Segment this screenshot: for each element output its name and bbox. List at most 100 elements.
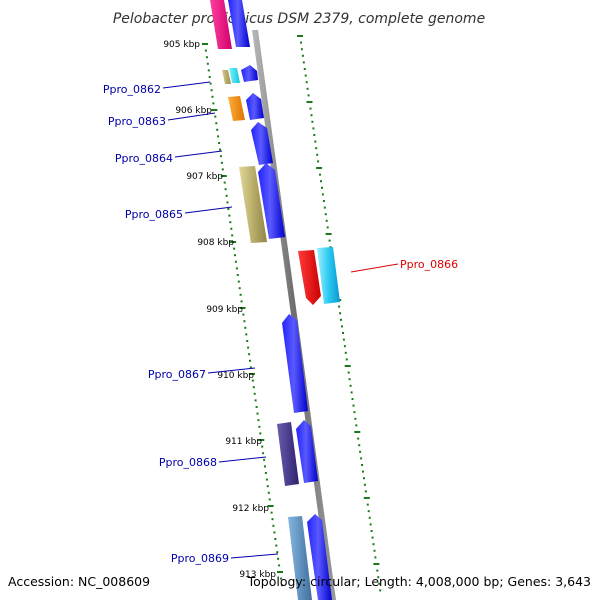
tick-minor bbox=[348, 378, 351, 381]
tick-minor bbox=[251, 379, 254, 382]
tick-minor bbox=[273, 531, 276, 534]
tick-minor bbox=[339, 312, 342, 315]
tick-minor bbox=[219, 155, 222, 158]
leader-ppro-0863 bbox=[167, 112, 216, 121]
leader-ppro-0865 bbox=[184, 206, 233, 214]
accession-text: Accession: NC_008609 bbox=[8, 574, 150, 589]
tick-minor bbox=[216, 128, 219, 131]
tick-minor bbox=[277, 557, 280, 560]
tick-minor bbox=[323, 206, 326, 209]
gene-ppro-0867-blue bbox=[282, 314, 308, 413]
scale-label: 911 kbp bbox=[225, 437, 262, 447]
tick-minor bbox=[226, 201, 229, 204]
tick-major bbox=[325, 233, 332, 235]
tick-minor bbox=[249, 359, 251, 362]
tick-minor bbox=[234, 254, 236, 257]
tick-minor bbox=[261, 445, 264, 448]
tick-minor bbox=[343, 345, 346, 348]
tick-minor bbox=[321, 186, 323, 189]
tick-minor bbox=[276, 551, 279, 554]
gene-label-ppro-0863[interactable]: Ppro_0863 bbox=[108, 115, 166, 128]
gene-label-ppro-0866[interactable]: Ppro_0866 bbox=[400, 258, 458, 271]
tick-minor bbox=[246, 340, 249, 342]
scale-label: 907 kbp bbox=[186, 172, 223, 182]
scale-label: 906 kbp bbox=[175, 106, 212, 116]
gene-label-ppro-0865[interactable]: Ppro_0865 bbox=[125, 208, 183, 221]
gene-ppro-0866-sky bbox=[317, 247, 340, 304]
tick-minor bbox=[312, 127, 315, 130]
gene-ppro-0862-tan bbox=[222, 70, 231, 84]
tick-minor bbox=[350, 391, 353, 394]
tick-minor bbox=[275, 544, 278, 547]
tick-minor bbox=[256, 412, 259, 415]
tick-minor bbox=[224, 188, 227, 191]
genome-backbone bbox=[252, 30, 336, 600]
tick-minor bbox=[218, 142, 221, 144]
gene-label-ppro-0867[interactable]: Ppro_0867 bbox=[148, 368, 206, 381]
tick-minor bbox=[234, 260, 237, 263]
gene-label-ppro-0862[interactable]: Ppro_0862 bbox=[103, 83, 161, 96]
tick-minor bbox=[220, 161, 223, 164]
gene-ppro-0862-cyan bbox=[229, 68, 240, 83]
scale-label: 905 kbp bbox=[163, 40, 200, 50]
gene-label-ppro-0864[interactable]: Ppro_0864 bbox=[115, 152, 173, 165]
tick-minor bbox=[254, 399, 257, 402]
tick-minor bbox=[300, 41, 302, 44]
tick-minor bbox=[279, 577, 282, 580]
tick-minor bbox=[301, 54, 304, 57]
tick-minor bbox=[373, 549, 376, 552]
gene-ppro-0865-blue bbox=[258, 163, 285, 239]
tick-minor bbox=[369, 523, 372, 526]
scale-label: 909 kbp bbox=[206, 305, 243, 315]
scale-label: 908 kbp bbox=[197, 238, 234, 248]
gene-label-ppro-0869[interactable]: Ppro_0869 bbox=[171, 552, 229, 565]
tick-minor bbox=[208, 76, 211, 78]
tick-major bbox=[239, 307, 246, 309]
tick-minor bbox=[230, 227, 233, 230]
tick-minor bbox=[366, 503, 369, 506]
tick-minor bbox=[372, 543, 375, 546]
leader-ppro-0867 bbox=[207, 367, 256, 374]
scale-label: 912 kbp bbox=[232, 504, 269, 514]
tick-minor bbox=[338, 305, 341, 308]
leader-ppro-0869 bbox=[230, 553, 279, 559]
tick-major bbox=[344, 365, 351, 367]
tick-minor bbox=[210, 89, 213, 92]
tick-minor bbox=[206, 62, 209, 65]
tick-minor bbox=[227, 208, 230, 210]
tick-minor bbox=[347, 371, 350, 374]
tick-minor bbox=[259, 432, 262, 435]
tick-minor bbox=[255, 406, 258, 408]
gene-ppro-0869-steel bbox=[288, 516, 312, 600]
tick-minor bbox=[305, 81, 308, 84]
tick-minor bbox=[363, 477, 365, 480]
tick-minor bbox=[311, 120, 314, 123]
tick-minor bbox=[228, 214, 231, 217]
tick-minor bbox=[361, 464, 364, 466]
tick-minor bbox=[326, 226, 329, 229]
leader-ppro-0864 bbox=[174, 150, 223, 158]
tick-minor bbox=[271, 518, 274, 521]
tick-minor bbox=[315, 147, 318, 150]
tick-minor bbox=[370, 530, 373, 532]
tick-minor bbox=[328, 239, 331, 242]
gene-label-ppro-0868[interactable]: Ppro_0868 bbox=[159, 456, 217, 469]
tick-minor bbox=[353, 411, 356, 414]
gene-ppro-0866-red bbox=[298, 250, 321, 305]
right-tick-track bbox=[297, 35, 382, 592]
tick-major bbox=[230, 241, 237, 243]
tick-minor bbox=[374, 556, 377, 559]
gene-ppro-0863-orange bbox=[228, 96, 245, 121]
tick-minor bbox=[360, 457, 363, 460]
tick-minor bbox=[270, 511, 273, 514]
tick-major bbox=[211, 109, 218, 111]
tick-minor bbox=[265, 478, 268, 481]
left-tick-track bbox=[202, 43, 283, 587]
tick-minor bbox=[358, 444, 361, 447]
tick-major bbox=[258, 439, 265, 441]
tick-minor bbox=[341, 325, 343, 328]
tick-minor bbox=[221, 168, 224, 171]
gene-ppro-0863-blue bbox=[246, 93, 264, 120]
tick-major bbox=[297, 35, 303, 37]
